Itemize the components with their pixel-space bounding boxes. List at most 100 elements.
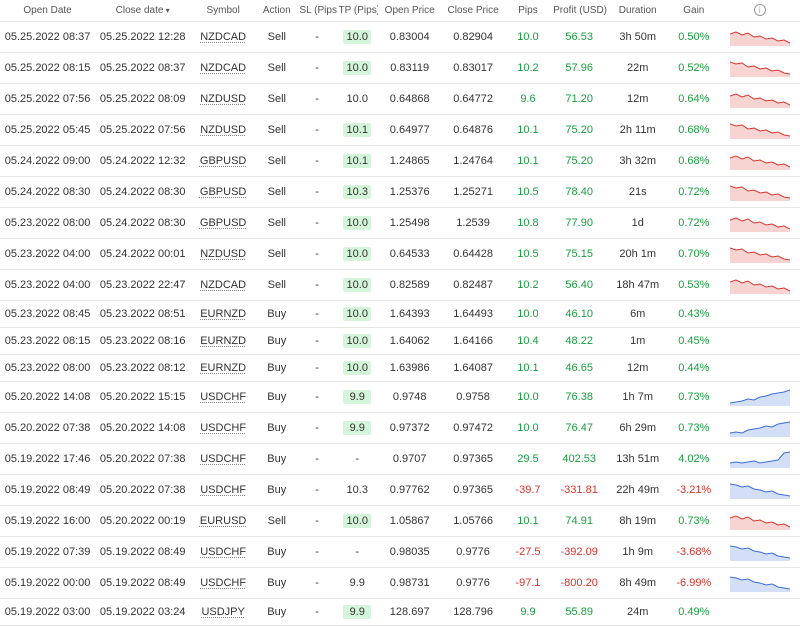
pips: 10.0: [505, 301, 551, 328]
profit: 56.40: [551, 270, 607, 301]
symbol[interactable]: USDCHF: [190, 382, 256, 413]
table-row: 05.23.2022 08:1505.23.2022 08:16EURNZDBu…: [0, 328, 800, 355]
profit: 56.53: [551, 22, 607, 53]
col-tp[interactable]: TP (Pips): [337, 0, 378, 22]
symbol[interactable]: NZDUSD: [190, 239, 256, 270]
gain: 0.43%: [668, 301, 719, 328]
sparkline: [730, 574, 790, 592]
col-pips[interactable]: Pips: [505, 0, 551, 22]
col-open-date[interactable]: Open Date: [0, 0, 95, 22]
sparkline-cell: [719, 413, 800, 444]
col-profit[interactable]: Profit (USD): [551, 0, 607, 22]
symbol[interactable]: NZDCAD: [190, 22, 256, 53]
open-price: 0.97372: [378, 413, 441, 444]
sl: -: [298, 413, 337, 444]
sparkline-cell: [719, 208, 800, 239]
close-date: 05.19.2022 03:24: [95, 599, 190, 626]
symbol[interactable]: EURNZD: [190, 355, 256, 382]
close-date: 05.24.2022 08:30: [95, 208, 190, 239]
table-row: 05.23.2022 04:0005.23.2022 22:47NZDCADSe…: [0, 270, 800, 301]
sparkline: [730, 59, 790, 77]
symbol[interactable]: NZDUSD: [190, 115, 256, 146]
gain: 0.68%: [668, 146, 719, 177]
gain: 0.73%: [668, 506, 719, 537]
col-sl[interactable]: SL (Pips): [298, 0, 337, 22]
col-close-price[interactable]: Close Price: [441, 0, 504, 22]
sparkline-cell: [719, 475, 800, 506]
sparkline: [730, 90, 790, 108]
sparkline: [730, 481, 790, 499]
col-action[interactable]: Action: [256, 0, 297, 22]
table-row: 05.25.2022 08:1505.25.2022 08:37NZDCADSe…: [0, 53, 800, 84]
sl: -: [298, 177, 337, 208]
sparkline-cell: [719, 53, 800, 84]
symbol[interactable]: GBPUSD: [190, 177, 256, 208]
sparkline: [730, 276, 790, 294]
close-date: 05.25.2022 07:56: [95, 115, 190, 146]
open-price: 1.24865: [378, 146, 441, 177]
col-duration[interactable]: Duration: [607, 0, 668, 22]
symbol[interactable]: EURUSD: [190, 506, 256, 537]
symbol[interactable]: USDCHF: [190, 444, 256, 475]
symbol[interactable]: NZDUSD: [190, 84, 256, 115]
col-open-price[interactable]: Open Price: [378, 0, 441, 22]
sparkline: [730, 152, 790, 170]
close-date: 05.24.2022 00:01: [95, 239, 190, 270]
close-date: 05.24.2022 08:30: [95, 177, 190, 208]
duration: 21s: [607, 177, 668, 208]
gain: 0.64%: [668, 84, 719, 115]
open-price: 0.83119: [378, 53, 441, 84]
sl: -: [298, 22, 337, 53]
action: Sell: [256, 84, 297, 115]
symbol[interactable]: USDJPY: [190, 599, 256, 626]
sparkline-cell: [719, 328, 800, 355]
col-gain[interactable]: Gain: [668, 0, 719, 22]
info-icon[interactable]: i: [754, 4, 766, 16]
close-date: 05.20.2022 07:38: [95, 444, 190, 475]
symbol[interactable]: USDCHF: [190, 568, 256, 599]
open-date: 05.19.2022 17:46: [0, 444, 95, 475]
open-date: 05.19.2022 16:00: [0, 506, 95, 537]
pips: -39.7: [505, 475, 551, 506]
gain: 0.68%: [668, 115, 719, 146]
duration: 13h 51m: [607, 444, 668, 475]
symbol[interactable]: EURNZD: [190, 328, 256, 355]
header-row: Open Date Close date Symbol Action SL (P…: [0, 0, 800, 22]
gain: 0.52%: [668, 53, 719, 84]
open-date: 05.24.2022 09:00: [0, 146, 95, 177]
tp: 10.0: [337, 506, 378, 537]
symbol[interactable]: NZDCAD: [190, 53, 256, 84]
symbol[interactable]: USDCHF: [190, 475, 256, 506]
profit: 75.20: [551, 146, 607, 177]
close-price: 1.25271: [441, 177, 504, 208]
symbol[interactable]: GBPUSD: [190, 208, 256, 239]
duration: 6h 29m: [607, 413, 668, 444]
tp: 10.3: [337, 475, 378, 506]
symbol[interactable]: GBPUSD: [190, 146, 256, 177]
close-price: 1.24764: [441, 146, 504, 177]
symbol[interactable]: USDCHF: [190, 413, 256, 444]
table-row: 05.19.2022 03:0005.19.2022 03:24USDJPYBu…: [0, 599, 800, 626]
symbol[interactable]: EURNZD: [190, 301, 256, 328]
profit: 75.15: [551, 239, 607, 270]
pips: 9.6: [505, 84, 551, 115]
open-date: 05.23.2022 08:00: [0, 208, 95, 239]
pips: 10.2: [505, 53, 551, 84]
action: Buy: [256, 328, 297, 355]
open-price: 0.98731: [378, 568, 441, 599]
close-price: 0.97365: [441, 475, 504, 506]
col-symbol[interactable]: Symbol: [190, 0, 256, 22]
profit: -800.20: [551, 568, 607, 599]
close-price: 0.9776: [441, 568, 504, 599]
open-date: 05.20.2022 07:38: [0, 413, 95, 444]
pips: 10.1: [505, 506, 551, 537]
symbol[interactable]: NZDCAD: [190, 270, 256, 301]
open-date: 05.23.2022 08:45: [0, 301, 95, 328]
duration: 1h 7m: [607, 382, 668, 413]
open-date: 05.23.2022 04:00: [0, 270, 95, 301]
profit: 46.10: [551, 301, 607, 328]
sl: -: [298, 270, 337, 301]
table-row: 05.19.2022 08:4905.20.2022 07:38USDCHFBu…: [0, 475, 800, 506]
symbol[interactable]: USDCHF: [190, 537, 256, 568]
col-close-date[interactable]: Close date: [95, 0, 190, 22]
